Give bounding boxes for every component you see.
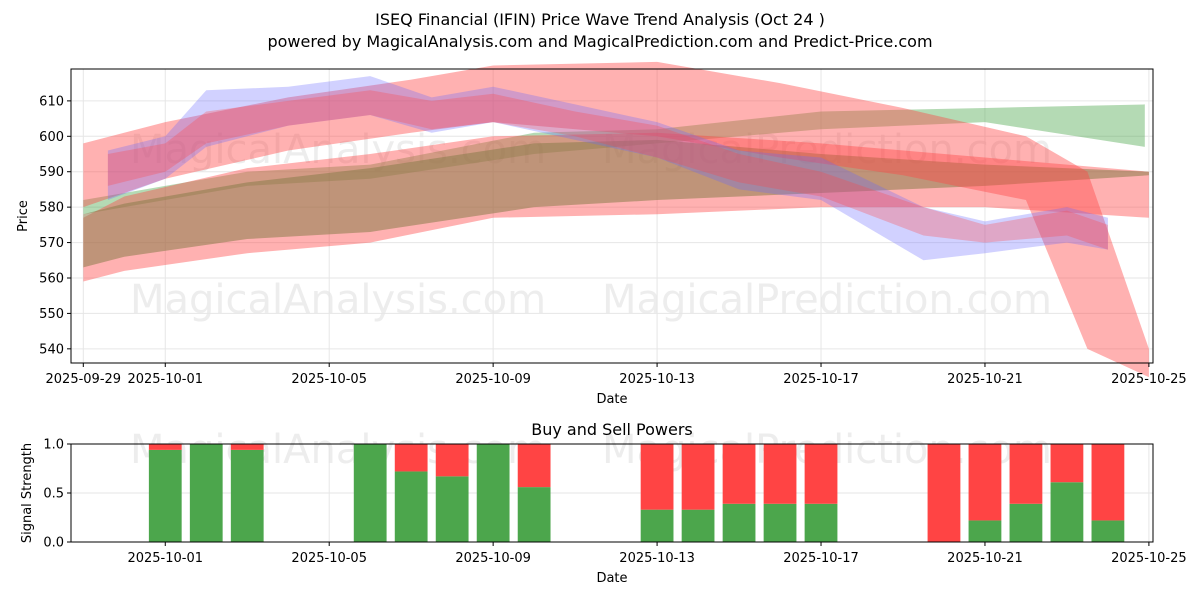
sell-power-bar (148, 444, 182, 450)
buy-power-bar (189, 444, 223, 542)
powers-y-label: Signal Strength (20, 443, 35, 543)
sell-power-bar (1009, 444, 1043, 504)
sell-power-bar (927, 444, 961, 542)
buy-power-bar (353, 444, 387, 542)
sell-power-bar (1050, 444, 1084, 483)
powers-y-tick-label: 0.5 (43, 487, 64, 502)
powers-y-axis: 0.0 0.5 1.0 (43, 438, 71, 551)
price-x-tick-label: 2025-10-01 (127, 372, 203, 387)
watermark-prediction-mid: MagicalPrediction.com (602, 277, 1052, 323)
sell-power-bar (517, 444, 551, 488)
price-band-green-band (83, 104, 1145, 215)
buy-power-bar (763, 503, 797, 542)
price-y-tick-label: 590 (39, 165, 64, 180)
price-band-purple-wave (107, 90, 1108, 250)
sell-power-bar (968, 444, 1002, 521)
buy-power-bar (804, 503, 838, 542)
powers-x-tick-label: 2025-10-09 (455, 551, 531, 566)
chart-subtitle: powered by MagicalAnalysis.com and Magic… (267, 32, 932, 51)
powers-x-tick-label: 2025-10-13 (619, 551, 695, 566)
powers-x-tick-label: 2025-10-21 (947, 551, 1023, 566)
price-x-tick-label: 2025-10-13 (619, 372, 695, 387)
buy-power-bar (148, 449, 182, 542)
powers-x-tick-label: 2025-10-05 (291, 551, 367, 566)
powers-y-tick-label: 0.0 (43, 536, 64, 551)
powers-x-tick-label: 2025-10-25 (1111, 551, 1187, 566)
buy-power-bar (230, 449, 264, 542)
buy-power-bar (968, 520, 1002, 542)
price-band-brown-band (83, 139, 1149, 268)
powers-x-tick-label: 2025-10-17 (783, 551, 859, 566)
powers-y-tick-label: 1.0 (43, 438, 64, 453)
buy-power-bar (1009, 503, 1043, 542)
sell-power-bar (640, 444, 674, 510)
buy-power-bar (435, 476, 469, 542)
buy-power-bar (640, 509, 674, 542)
price-bands (83, 61, 1149, 378)
price-x-tick-label: 2025-10-05 (291, 372, 367, 387)
powers-x-label: Date (596, 571, 627, 586)
buy-power-bar (517, 487, 551, 542)
price-x-tick-label: 2025-10-09 (455, 372, 531, 387)
price-y-axis: 540 550 560 570 580 590 600 610 (39, 94, 71, 357)
buy-power-bar (722, 503, 756, 542)
chart-title: ISEQ Financial (IFIN) Price Wave Trend A… (375, 10, 825, 29)
price-y-tick-label: 570 (39, 236, 64, 251)
price-x-tick-label: 2025-09-29 (46, 372, 122, 387)
powers-x-axis: 2025-10-01 2025-10-05 2025-10-09 2025-10-13… (127, 542, 1187, 566)
price-x-tick-label: 2025-10-25 (1111, 372, 1187, 387)
price-band-blue-wave (107, 76, 1108, 261)
buy-power-bar (394, 471, 428, 542)
price-y-tick-label: 550 (39, 307, 64, 322)
price-y-tick-label: 580 (39, 201, 64, 216)
price-y-tick-label: 560 (39, 271, 64, 286)
price-y-tick-label: 610 (39, 94, 64, 109)
powers-title: Buy and Sell Powers (531, 420, 693, 439)
price-x-axis: 2025-09-29 2025-10-01 2025-10-05 2025-10-09… (46, 363, 1187, 387)
buy-power-bar (476, 444, 510, 542)
sell-power-bar (804, 444, 838, 504)
price-plot-frame (70, 68, 1154, 364)
price-x-label: Date (596, 392, 627, 407)
sell-power-bar (394, 444, 428, 472)
buy-power-bar (1050, 482, 1084, 542)
sell-power-bar (230, 444, 264, 450)
sell-power-bar (763, 444, 797, 504)
price-y-tick-label: 600 (39, 130, 64, 145)
buy-power-bar (681, 509, 715, 542)
sell-power-bar (1091, 444, 1125, 521)
powers-x-tick-label: 2025-10-01 (127, 551, 203, 566)
price-x-tick-label: 2025-10-21 (947, 372, 1023, 387)
price-x-tick-label: 2025-10-17 (783, 372, 859, 387)
powers-bars (148, 444, 1125, 542)
price-band-red-upper-band (83, 61, 1149, 378)
price-y-label: Price (16, 200, 31, 232)
sell-power-bar (722, 444, 756, 504)
sell-power-bar (681, 444, 715, 510)
sell-power-bar (435, 444, 469, 477)
price-y-tick-label: 540 (39, 342, 64, 357)
watermark-analysis-mid: MagicalAnalysis.com (130, 277, 546, 323)
buy-power-bar (1091, 520, 1125, 542)
